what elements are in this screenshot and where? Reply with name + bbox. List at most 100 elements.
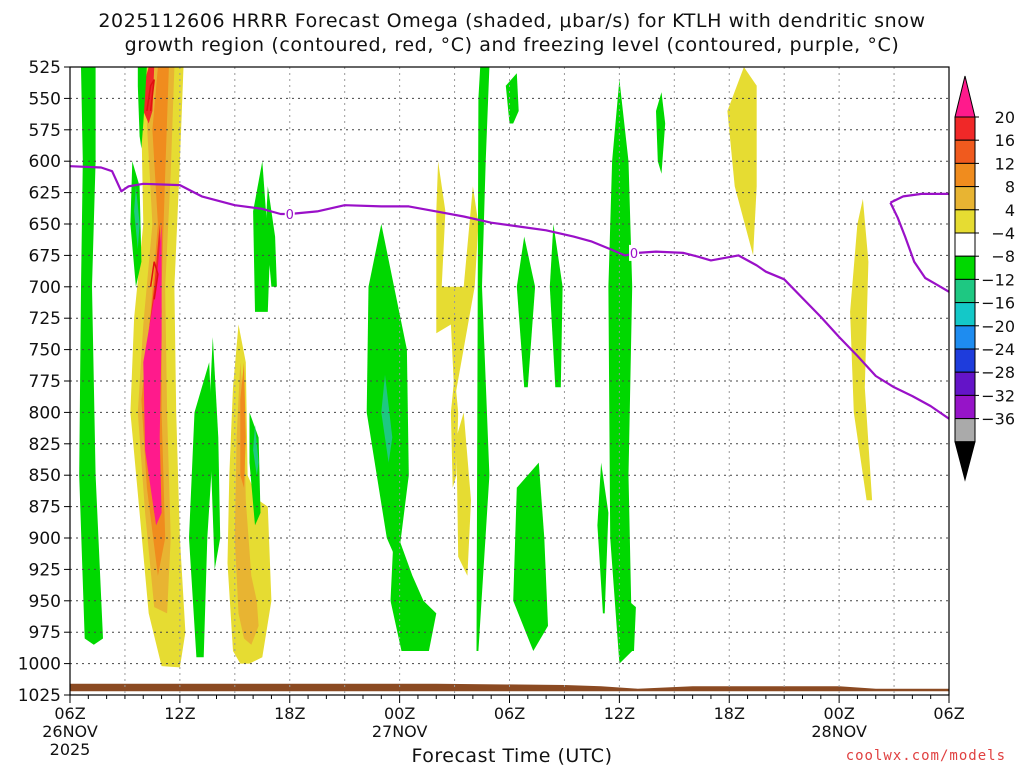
dgz-contour (149, 261, 159, 300)
y-tick-label: 550 (29, 89, 61, 109)
x-tick-label: 06Z (494, 704, 525, 723)
freezing-level-line (889, 202, 949, 293)
x-tick-label: 00Z (823, 704, 854, 723)
y-tick-label: 1025 (18, 686, 61, 706)
colorbar-label: 8 (1005, 178, 1015, 197)
colorbar-label: 4 (1005, 201, 1015, 220)
y-axis: 525 550 575 600 625 650 675 700 725 750 775 800 825 8… (18, 58, 70, 706)
dgz-contour (146, 79, 155, 112)
colorbar-label: −24 (981, 340, 1015, 359)
colorbar-top-arrow (954, 75, 976, 118)
omega-region (436, 161, 479, 400)
freezing-label-bg (629, 244, 640, 261)
x-tick-label: 06Z (54, 704, 85, 723)
source-credit[interactable]: coolwx.com/models (845, 748, 1006, 764)
colorbar-swatch (954, 255, 976, 280)
colorbar-swatch (954, 186, 976, 211)
omega-region (850, 198, 873, 501)
omega-region (516, 236, 536, 388)
y-tick-label: 775 (29, 372, 61, 392)
omega-region (143, 224, 162, 526)
omega-region (249, 412, 261, 526)
omega-region (549, 224, 563, 388)
y-tick-label: 600 (29, 152, 61, 172)
y-tick-label: 800 (29, 403, 61, 423)
x-tick-label: 12Z (164, 704, 195, 723)
x-tick-label: 06Z (933, 704, 964, 723)
y-tick-label: 625 (29, 184, 61, 204)
colorbar-label: −32 (981, 386, 1015, 405)
grid (70, 66, 949, 696)
terrain (70, 683, 949, 692)
freezing-level-label: 0 (286, 208, 294, 223)
omega-region (381, 374, 393, 463)
colorbar-label: 16 (995, 131, 1015, 150)
y-tick-label: 1000 (18, 655, 61, 675)
x-tick-label: 12Z (604, 704, 635, 723)
colorbar-swatch (954, 139, 976, 164)
y-tick-label: 975 (29, 623, 61, 643)
omega-region (189, 362, 213, 658)
omega-region (390, 525, 437, 651)
omega-region (476, 67, 490, 651)
colorbar-label: −8 (991, 247, 1015, 266)
colorbar-swatch (954, 116, 976, 141)
colorbar-label: −36 (981, 410, 1015, 429)
colorbar-label: −4 (991, 224, 1015, 243)
omega-region (656, 92, 666, 174)
colorbar-swatch (954, 325, 976, 350)
freezing-level-line (889, 192, 949, 204)
omega-region (134, 186, 140, 250)
y-tick-label: 950 (29, 592, 61, 612)
omega-field (70, 67, 949, 692)
freezing-label-bg (284, 205, 295, 222)
y-tick-label: 675 (29, 246, 61, 266)
omega-region (253, 161, 270, 312)
colorbar-bottom-arrow (954, 441, 976, 482)
x-date-label: 28NOV (811, 722, 867, 741)
omega-region (366, 224, 409, 564)
colorbar-label: −16 (981, 294, 1015, 313)
omega-region (623, 600, 636, 651)
colorbar-label: −20 (981, 317, 1015, 336)
y-tick-label: 575 (29, 121, 61, 141)
omega-region (505, 73, 519, 124)
colorbar-swatch (954, 232, 976, 257)
y-tick-label: 725 (29, 309, 61, 329)
colorbar-swatch (954, 162, 976, 188)
colorbar-label: −28 (981, 363, 1015, 382)
omega-region (513, 462, 548, 651)
y-tick-label: 700 (29, 278, 61, 298)
x-date-label: 26NOV (42, 722, 98, 741)
colorbar-label: 20 (995, 108, 1015, 127)
y-tick-label: 850 (29, 466, 61, 486)
omega-region (240, 362, 246, 488)
omega-region (79, 67, 103, 645)
omega-region (608, 79, 633, 664)
colorbar-swatch (954, 209, 976, 234)
omega-region (209, 337, 221, 570)
y-tick-label: 650 (29, 215, 61, 235)
omega-region (597, 462, 609, 614)
colorbar: 20 16 12 8 4 −4 −8 −12 −16 −20 −24 −28 −32 −36 (954, 75, 1015, 482)
omega-region (456, 412, 471, 576)
freezing-level-line (70, 165, 949, 420)
y-tick-label: 825 (29, 435, 61, 455)
x-tick-label: 00Z (384, 704, 415, 723)
y-tick-label: 525 (29, 58, 61, 78)
omega-region (253, 425, 259, 476)
y-tick-label: 900 (29, 529, 61, 549)
x-date-label: 27NOV (372, 722, 428, 741)
chart-title-line1: 2025112606 HRRR Forecast Omega (shaded, … (98, 10, 926, 32)
colorbar-swatch (954, 302, 976, 327)
x-tick-label: 18Z (714, 704, 745, 723)
colorbar-label: 12 (995, 154, 1015, 173)
colorbar-swatch (954, 278, 976, 304)
chart-title-line2: growth region (contoured, red, °C) and f… (124, 34, 900, 56)
freezing-level-label: 0 (630, 247, 638, 262)
y-tick-label: 925 (29, 560, 61, 580)
y-tick-label: 875 (29, 498, 61, 518)
colorbar-swatch (954, 418, 976, 443)
